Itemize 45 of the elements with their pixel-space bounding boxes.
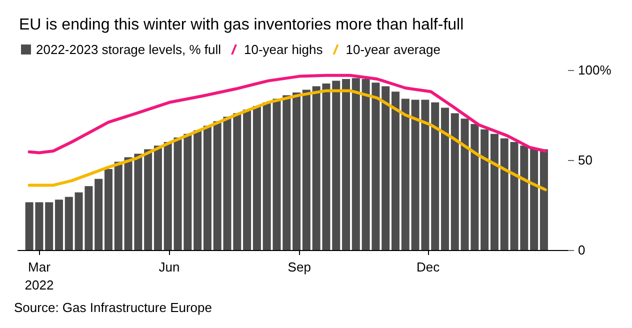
line-series <box>28 89 547 192</box>
x-tick-label: Sep <box>288 260 311 274</box>
bar <box>292 92 301 250</box>
bar <box>45 202 54 250</box>
bar <box>144 149 152 250</box>
bar <box>530 148 538 250</box>
bar <box>55 200 64 250</box>
bar <box>252 106 261 250</box>
bar <box>480 129 489 250</box>
y-tick-label: 0 <box>578 242 586 258</box>
x-tick-label: Mar 2022 <box>24 260 54 292</box>
y-tick-label: 50 <box>578 152 592 168</box>
bar <box>540 149 548 250</box>
bar <box>342 79 350 250</box>
bar <box>352 78 360 250</box>
bar <box>401 98 410 250</box>
bar <box>114 162 122 250</box>
bar <box>104 169 112 250</box>
x-tick-label: Jun <box>158 260 180 274</box>
bar <box>164 142 172 250</box>
bar <box>194 130 202 250</box>
bar <box>392 92 400 250</box>
x-tick-label: Dec <box>416 260 440 274</box>
bar <box>302 90 310 250</box>
bar <box>243 110 252 250</box>
bar <box>382 86 390 250</box>
bar <box>500 138 508 250</box>
bar <box>64 196 73 250</box>
bar <box>450 113 459 250</box>
line-series <box>28 74 547 154</box>
bar <box>94 178 103 250</box>
legend-label: 10-year average <box>346 42 440 57</box>
chart-title: EU is ending this winter with gas inventories more than half-full <box>19 16 464 34</box>
bar <box>332 80 340 250</box>
legend-label: 2022-2023 storage levels, % full <box>36 42 222 57</box>
bar <box>154 146 162 250</box>
bar <box>431 102 440 250</box>
bar <box>203 126 212 250</box>
bar <box>490 134 498 250</box>
bar <box>282 95 291 250</box>
legend-label: 10-year highs <box>244 42 324 57</box>
bar <box>213 121 222 250</box>
y-tick-label: 100% <box>578 62 612 78</box>
source-note: Source: Gas Infrastructure Europe <box>14 300 212 315</box>
bar <box>440 108 449 250</box>
